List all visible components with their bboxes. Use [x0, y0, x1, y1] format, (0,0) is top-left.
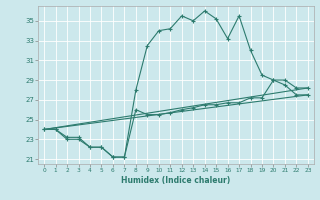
X-axis label: Humidex (Indice chaleur): Humidex (Indice chaleur): [121, 176, 231, 185]
